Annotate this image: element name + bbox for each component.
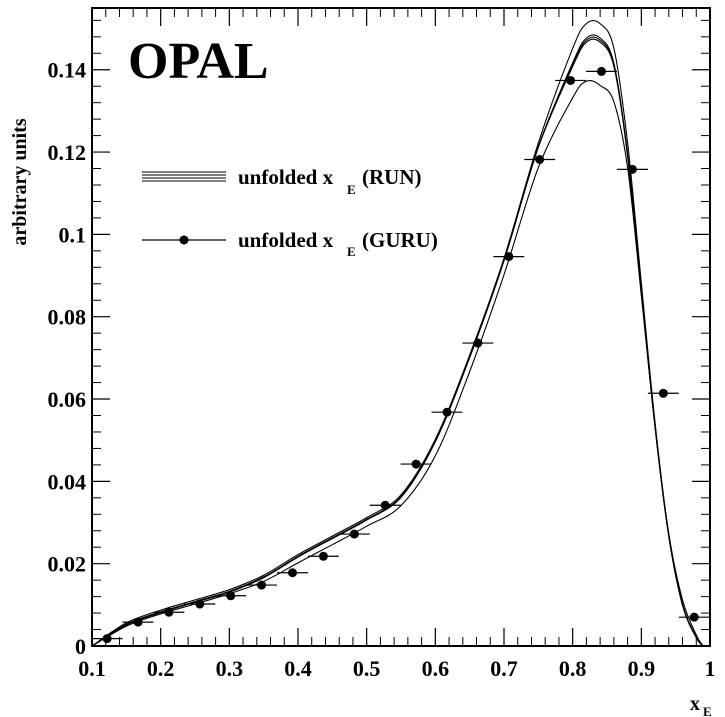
x-tick-label: 0.7 bbox=[490, 656, 518, 681]
y-tick-label: 0.08 bbox=[48, 305, 87, 330]
guru-data-point bbox=[133, 617, 143, 627]
legend-label-run-sub: E bbox=[347, 182, 356, 197]
x-tick-label: 0.6 bbox=[422, 656, 450, 681]
guru-data-point bbox=[597, 66, 607, 76]
legend-label-guru-sub: E bbox=[347, 244, 356, 259]
guru-data-point bbox=[195, 599, 205, 609]
y-axis-title: arbitrary units bbox=[9, 118, 31, 245]
x-tick-label: 0.9 bbox=[628, 656, 656, 681]
svg-text:x: x bbox=[690, 693, 700, 715]
x-tick-label: 1 bbox=[705, 656, 716, 681]
x-tick-label: 0.8 bbox=[559, 656, 587, 681]
legend-marker-dot bbox=[179, 235, 189, 245]
y-tick-label: 0.04 bbox=[48, 469, 87, 494]
x-tick-label: 0.1 bbox=[78, 656, 106, 681]
x-axis-title: x E bbox=[690, 693, 712, 717]
plot-frame bbox=[91, 7, 711, 647]
guru-data-point bbox=[102, 634, 112, 644]
y-tick-label: 0.14 bbox=[48, 58, 87, 83]
y-tick-label: 0.06 bbox=[48, 387, 87, 412]
y-tick-label: 0.02 bbox=[48, 552, 87, 577]
legend-label-guru-suffix: (GURU) bbox=[362, 228, 438, 252]
run-band-curve bbox=[91, 19, 704, 647]
guru-data-point bbox=[318, 551, 328, 561]
guru-data-point bbox=[411, 459, 421, 469]
guru-data-point bbox=[627, 164, 637, 174]
legend-label-run-main: unfolded x bbox=[238, 165, 334, 189]
guru-data-point bbox=[473, 338, 483, 348]
legend-label-run-suffix: (RUN) bbox=[362, 165, 421, 189]
run-band bbox=[91, 19, 704, 647]
x-tick-label: 0.5 bbox=[353, 656, 381, 681]
run-band-curve bbox=[91, 36, 704, 647]
guru-data-point bbox=[288, 568, 298, 578]
x-tick-label: 0.4 bbox=[284, 656, 312, 681]
legend-band-symbol bbox=[142, 171, 226, 182]
guru-data-point bbox=[658, 388, 668, 398]
experiment-label: OPAL bbox=[128, 33, 269, 90]
run-band-curve bbox=[91, 38, 704, 647]
guru-data-point bbox=[257, 580, 267, 590]
y-axis: 0 0.02 0.04 0.06 0.08 0.1 0.12 0.14 bbox=[48, 19, 710, 659]
legend-entry-run: unfolded x E (RUN) bbox=[142, 165, 421, 197]
guru-data-point bbox=[689, 612, 699, 622]
legend-label-guru-main: unfolded x bbox=[238, 228, 334, 252]
guru-data-point bbox=[226, 591, 236, 601]
x-tick-label: 0.3 bbox=[216, 656, 244, 681]
guru-data-point bbox=[164, 607, 174, 617]
guru-data-point bbox=[504, 252, 514, 262]
run-band-curve bbox=[91, 80, 704, 647]
guru-data-point bbox=[566, 75, 576, 85]
legend-entry-guru: unfolded x E (GURU) bbox=[142, 228, 438, 259]
run-band-curve bbox=[91, 34, 704, 647]
svg-text:E: E bbox=[703, 704, 712, 717]
x-axis: 0.1 0.2 0.3 0.4 0.5 0.6 0.7 0.8 0.9 1 bbox=[78, 8, 716, 681]
guru-data-point bbox=[535, 154, 545, 164]
y-tick-label: 0.12 bbox=[48, 140, 87, 165]
legend: unfolded x E (RUN) unfolded x E (GURU) bbox=[142, 165, 438, 259]
x-tick-label: 0.2 bbox=[147, 656, 175, 681]
guru-data-point bbox=[442, 407, 452, 417]
y-tick-label: 0 bbox=[75, 634, 86, 659]
y-tick-label: 0.1 bbox=[59, 222, 87, 247]
guru-data-point bbox=[349, 529, 359, 539]
guru-markers bbox=[91, 66, 710, 644]
guru-data-point bbox=[380, 500, 390, 510]
